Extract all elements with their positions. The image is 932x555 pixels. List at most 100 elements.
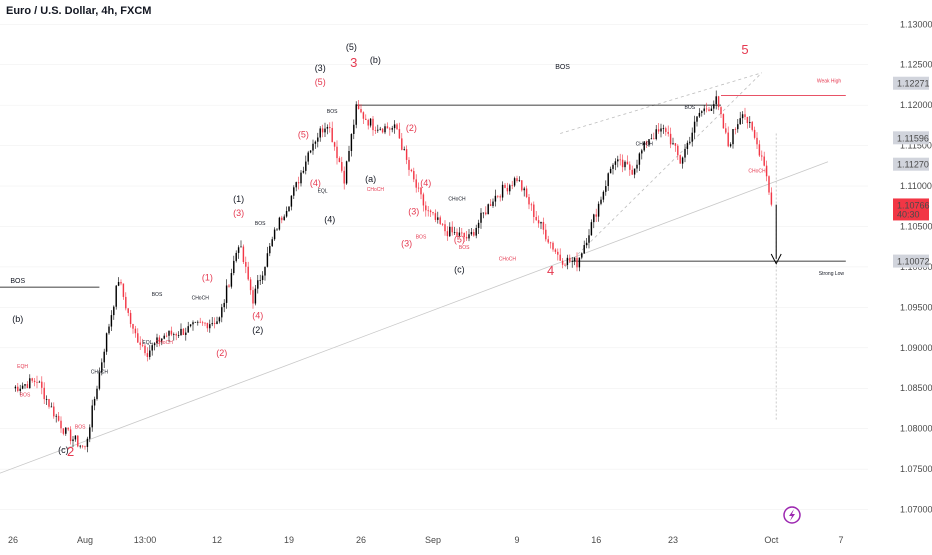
candle-body [84,446,86,448]
candle-body [739,118,741,125]
candle-body [734,129,737,130]
candle-body [369,118,372,126]
structure-label: BOS [10,278,25,285]
candle-body [741,114,744,119]
wave-label: (4) [420,178,431,188]
candle-body [401,138,403,150]
candle-body [650,138,653,140]
candle-body [425,205,427,211]
candle-body [288,206,290,211]
candle-body [763,156,765,166]
candle-body [768,176,770,193]
candle-body [456,232,458,236]
grid [0,24,868,510]
candle-body [285,210,288,217]
wave-label: (3) [315,63,326,73]
y-tick-label: 1.07500 [900,464,932,474]
structure-label: BOS [152,292,163,298]
candle-body [144,345,146,354]
candle-body [600,199,602,204]
candle-body [648,139,650,145]
candle-body [362,112,365,119]
candle-body [518,180,521,182]
candle-body [588,235,590,243]
candle-body [537,220,540,224]
candle-body [14,386,17,389]
candle-body [218,317,221,322]
wave-label: (5) [346,42,357,52]
trend-line [0,161,829,474]
candle-body [535,216,537,221]
wave-label: (a) [365,174,376,184]
wave-label: (2) [252,325,263,335]
candle-body [533,204,535,217]
x-tick-label: 26 [356,535,366,545]
candle-body [194,321,197,323]
candle-body [223,302,225,308]
candle-body [643,141,645,151]
candle-body [355,104,357,125]
candle-body [605,186,607,192]
price-tag-timer: 40:30 [897,209,920,219]
candle-body [705,108,708,110]
candle-body [465,236,468,239]
wave-label: (c) [454,265,465,275]
candle-body [667,131,669,134]
candle-body [633,168,636,175]
candle-body [48,399,50,407]
candle-body [374,130,377,131]
candle-body [79,445,81,447]
structure-label: EQL [318,189,328,195]
structure-label: CHoCH [448,197,466,203]
candle-body [732,129,734,145]
y-tick-label: 1.12000 [900,100,932,110]
candle-body [516,178,518,181]
candle-body [103,351,105,363]
candle-body [225,285,228,303]
candle-body [189,324,192,327]
candle-body [672,143,674,145]
candle-body [132,323,134,329]
candle-body [333,142,336,147]
candle-body [547,239,549,243]
x-tick-label: 12 [212,535,222,545]
wave-label: 4 [547,263,554,278]
candle-body [746,116,749,124]
candle-body [269,246,271,254]
candle-body [669,133,672,145]
candle-body [67,427,69,430]
candle-body [576,257,578,268]
candle-body [173,334,175,335]
candle-body [405,149,408,160]
candle-body [645,141,648,145]
candle-body [595,214,597,217]
candle-body [701,111,703,113]
candle-body [684,148,686,158]
candle-body [185,332,187,335]
candle-body [641,150,643,154]
flash-icon[interactable] [783,506,801,524]
candle-body [26,384,29,389]
price-tag [893,198,929,221]
structure-label: CHoCH [192,295,210,301]
candle-body [50,406,53,408]
candle-body [163,335,165,339]
level-lines [0,95,846,288]
channel-line [560,72,762,134]
candle-body [353,124,355,134]
candle-body [703,108,705,112]
candle-body [432,212,434,214]
candle-body [710,108,713,111]
candle-body [381,128,384,133]
candle-body [307,152,309,162]
candle-body [655,129,657,140]
candle-body [751,121,753,130]
candle-body [571,261,573,262]
candle-body [761,155,763,157]
candle-body [434,213,437,220]
candle-body [451,226,453,233]
candle-body [96,388,98,399]
y-tick-label: 1.09500 [900,302,932,312]
